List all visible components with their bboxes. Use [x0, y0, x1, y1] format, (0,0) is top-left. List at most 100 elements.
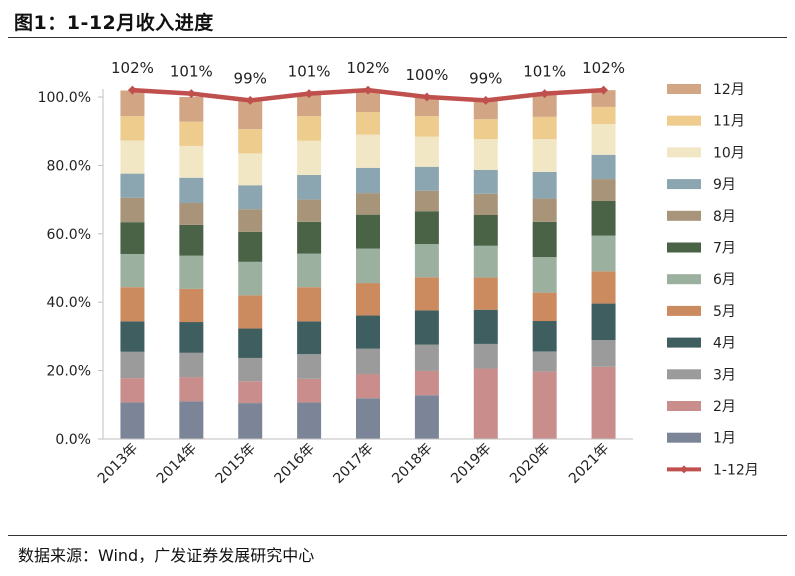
bar-segment — [297, 93, 322, 117]
bar-segment — [120, 222, 145, 254]
bar-segment — [473, 309, 498, 344]
bar-segment — [356, 167, 380, 194]
line-data-label: 102% — [347, 59, 390, 77]
line-data-label: 100% — [405, 66, 448, 84]
bar-segment — [238, 261, 263, 296]
bar-segment — [414, 310, 439, 345]
bar-segment — [591, 90, 616, 107]
bar-segment — [532, 198, 557, 222]
bar-segment — [297, 287, 322, 322]
bar-segment — [179, 352, 204, 378]
legend-swatch — [667, 147, 701, 158]
line-point — [481, 95, 491, 105]
bar-segment — [120, 253, 145, 288]
bar-segment — [297, 116, 322, 141]
bar-segment — [356, 374, 380, 399]
bar-segment — [297, 140, 322, 175]
bar-segment — [473, 368, 498, 439]
line-data-label: 101% — [523, 63, 566, 81]
page-title: 图1：1-12月收入进度 — [14, 12, 214, 34]
bar-segment — [297, 174, 322, 200]
legend-swatch — [667, 401, 701, 411]
legend-line-marker — [680, 465, 688, 474]
legend-swatch — [667, 115, 701, 126]
legend-label: 4月 — [713, 336, 736, 352]
bar-segment — [179, 288, 204, 323]
bar-segment — [179, 255, 204, 289]
bar-segment — [591, 366, 616, 439]
legend-label: 8月 — [713, 209, 736, 225]
bar-segment — [356, 283, 380, 316]
legend[interactable]: 12月 11月 10月 9月 8月 7月 6月 5月 4月 3月 2月 1月 1-12月 — [667, 82, 759, 478]
bar-segment — [591, 200, 616, 236]
line-data-label: 99% — [234, 69, 267, 87]
bar-segment — [120, 173, 145, 198]
bar-segment — [238, 231, 263, 262]
bar-segment — [532, 371, 557, 439]
bar-segment — [532, 321, 557, 352]
line-point — [245, 95, 255, 105]
line-data-label: 101% — [288, 63, 331, 81]
line-point — [599, 85, 609, 95]
y-tick-label: 20.0% — [47, 364, 91, 380]
legend-label: 3月 — [713, 367, 736, 383]
line-point — [127, 85, 137, 95]
bar-segment — [179, 224, 204, 256]
bar-segment — [297, 402, 322, 439]
x-tick-label: 2021年 — [566, 441, 612, 487]
bar-segment — [591, 271, 616, 304]
x-tick-label: 2014年 — [154, 441, 200, 487]
bar-segment — [473, 193, 498, 215]
bar-segment — [473, 214, 498, 246]
bar-segment — [356, 398, 380, 439]
legend-swatch — [667, 84, 701, 94]
y-tick-label: 60.0% — [47, 227, 91, 243]
line-point — [540, 89, 550, 99]
legend-label: 10月 — [713, 145, 745, 161]
legend-label: 1-12月 — [713, 462, 759, 478]
bar-segment — [414, 244, 439, 278]
plot-area — [120, 90, 616, 439]
x-tick-label: 2019年 — [448, 441, 494, 487]
line-data-label: 102% — [111, 59, 154, 77]
bar-segment — [414, 190, 439, 212]
bar-segment — [356, 315, 380, 349]
legend-swatch — [667, 369, 701, 380]
bar-segment — [414, 97, 439, 117]
bar-segment — [473, 245, 498, 278]
legend-swatch — [667, 210, 701, 221]
bar-segment — [591, 179, 616, 201]
bar-segment — [414, 344, 439, 371]
y-axis: 0.0% 20.0% 40.0% 60.0% 80.0% 100.0% — [38, 89, 104, 448]
bar-segment — [532, 351, 557, 372]
bar-segment — [238, 295, 263, 329]
bar-segment — [473, 139, 498, 170]
bar-segment — [120, 116, 145, 141]
bar-segment — [238, 129, 263, 154]
bar-segment — [297, 321, 322, 355]
bar-segment — [532, 116, 557, 140]
bar-segment — [356, 214, 380, 249]
bar-segment — [179, 121, 204, 146]
bar-segment — [179, 97, 204, 122]
bar-segment — [414, 277, 439, 311]
bar-segment — [179, 377, 204, 402]
bar-segment — [120, 90, 145, 117]
x-tick-label: 2017年 — [330, 441, 376, 487]
bar-segment — [297, 354, 322, 379]
bar-segment — [238, 328, 263, 358]
bar-segment — [238, 209, 263, 232]
legend-label: 6月 — [713, 272, 736, 288]
bar-segment — [120, 197, 145, 223]
legend-label: 5月 — [713, 304, 736, 320]
line-data-label: 99% — [469, 69, 502, 87]
legend-label: 7月 — [713, 241, 736, 257]
bar-segment — [179, 177, 204, 204]
x-tick-label: 2020年 — [507, 441, 553, 487]
legend-label: 11月 — [713, 114, 745, 130]
bar-segment — [532, 257, 557, 293]
line-data-label: 102% — [582, 59, 625, 77]
x-axis: 2013年 2014年 2015年 2016年 2017年 2018年 2019年 2020年… — [95, 438, 633, 487]
y-tick-label: 0.0% — [55, 432, 91, 448]
